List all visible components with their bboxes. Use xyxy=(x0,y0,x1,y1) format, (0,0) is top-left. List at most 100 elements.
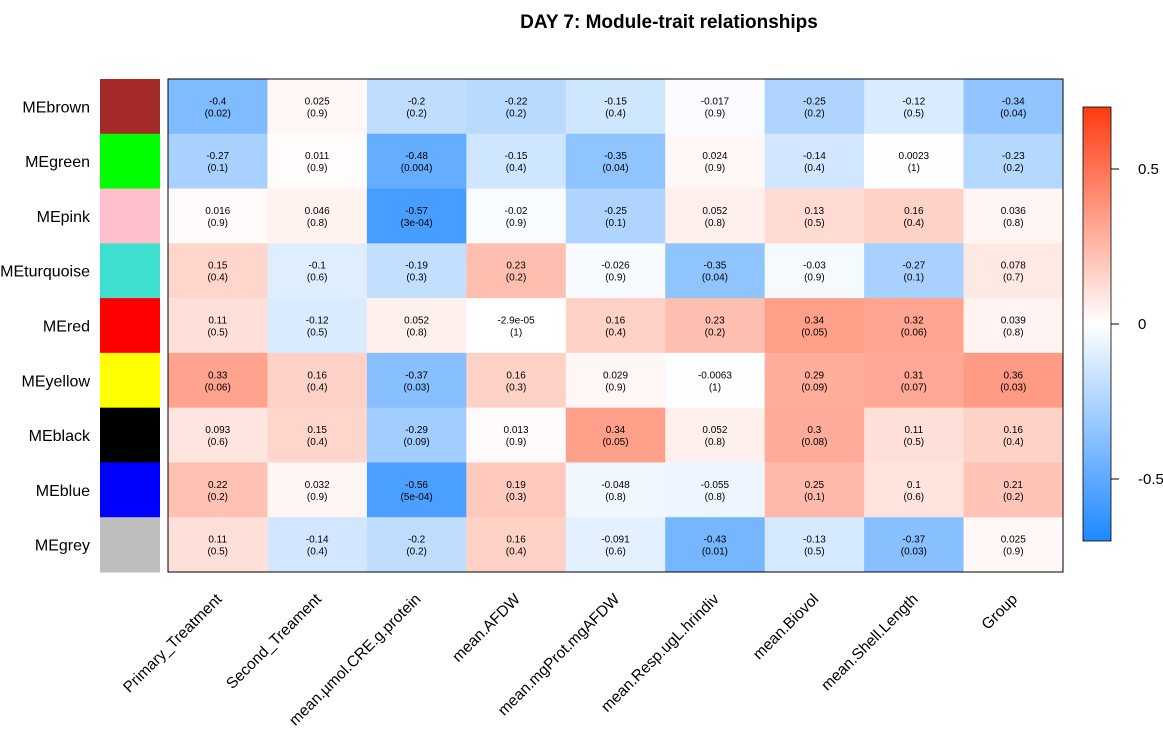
heatmap-cell xyxy=(466,188,567,244)
heatmap-cell xyxy=(466,79,567,135)
heatmap-cell xyxy=(764,188,865,244)
cell-pvalue-label: (0.9) xyxy=(605,382,626,393)
cell-pvalue-label: (0.04) xyxy=(602,163,628,174)
cell-correlation-label: 0.046 xyxy=(305,206,330,217)
cell-correlation-label: 0.34 xyxy=(606,425,626,436)
heatmap-cell xyxy=(366,133,467,190)
cell-correlation-label: -0.34 xyxy=(1002,96,1025,107)
heatmap-cell xyxy=(466,462,567,518)
heatmap-cell xyxy=(963,517,1064,573)
cell-pvalue-label: (0.9) xyxy=(705,163,726,174)
cell-correlation-label: 0.33 xyxy=(208,370,228,381)
heatmap-cell xyxy=(168,298,268,354)
cell-correlation-label: -0.02 xyxy=(505,206,528,217)
cell-pvalue-label: (0.6) xyxy=(207,437,228,448)
cell-pvalue-label: (0.9) xyxy=(307,163,328,174)
cell-pvalue-label: (0.8) xyxy=(1003,328,1024,339)
cell-pvalue-label: (0.5) xyxy=(904,108,925,119)
row-label-MEgreen: MEgreen xyxy=(25,154,90,171)
column-label: mean.AFDW xyxy=(449,591,524,666)
cell-pvalue-label: (0.4) xyxy=(506,163,527,174)
cell-correlation-label: 0.23 xyxy=(705,316,725,327)
cell-pvalue-label: (0.2) xyxy=(1003,492,1024,503)
heatmap-cell xyxy=(764,243,865,299)
cell-pvalue-label: (0.4) xyxy=(506,547,527,558)
heatmap-cell xyxy=(864,352,965,409)
cell-correlation-label: 0.052 xyxy=(702,206,727,217)
cell-correlation-label: 0.011 xyxy=(305,151,330,162)
cell-pvalue-label: (0.6) xyxy=(605,547,626,558)
cell-pvalue-label: (0.9) xyxy=(207,218,228,229)
heatmap-cell xyxy=(764,462,865,518)
cell-correlation-label: 0.23 xyxy=(506,261,526,272)
cell-pvalue-label: (0.02) xyxy=(205,108,231,119)
row-label-MEblack: MEblack xyxy=(29,428,91,445)
cell-correlation-label: -0.2 xyxy=(408,96,426,107)
cell-correlation-label: 0.25 xyxy=(805,480,825,491)
cell-correlation-label: -0.4 xyxy=(209,96,227,107)
module-swatch-MEpink xyxy=(100,188,160,244)
cell-correlation-label: 0.052 xyxy=(404,316,429,327)
cell-correlation-label: -0.35 xyxy=(704,261,727,272)
cell-correlation-label: 0.013 xyxy=(504,425,529,436)
heatmap-cell xyxy=(963,462,1064,518)
cell-pvalue-label: (0.8) xyxy=(705,492,726,503)
cell-correlation-label: 0.029 xyxy=(603,370,628,381)
cell-pvalue-label: (0.3) xyxy=(506,382,527,393)
heatmap-cell xyxy=(864,462,965,518)
heatmap-cell xyxy=(764,517,865,573)
cell-correlation-label: -0.37 xyxy=(902,535,925,546)
cell-pvalue-label: (0.4) xyxy=(307,547,328,558)
heatmap-cell xyxy=(466,517,567,573)
cell-pvalue-label: (0.04) xyxy=(1000,108,1026,119)
cell-correlation-label: 0.024 xyxy=(702,151,727,162)
cell-correlation-label: 0.032 xyxy=(305,480,330,491)
cell-correlation-label: -0.27 xyxy=(902,261,925,272)
row-label-MEpink: MEpink xyxy=(37,209,91,226)
cell-pvalue-label: (0.09) xyxy=(801,382,827,393)
cell-correlation-label: 0.016 xyxy=(205,206,230,217)
heatmap-cell xyxy=(267,517,368,573)
heatmap-cell xyxy=(466,407,567,463)
heatmap-cell xyxy=(366,188,467,244)
heatmap-cell xyxy=(963,407,1064,463)
cell-pvalue-label: (0.1) xyxy=(207,163,228,174)
heatmap-cell xyxy=(864,133,965,190)
legend-tick-label: -0.5 xyxy=(1138,471,1163,488)
cell-correlation-label: 0.36 xyxy=(1004,370,1024,381)
cell-pvalue-label: (0.04) xyxy=(702,273,728,284)
row-label-MEturquoise: MEturquoise xyxy=(0,264,90,281)
module-swatch-MEturquoise xyxy=(100,243,160,299)
heatmap-cell xyxy=(864,188,965,244)
cell-correlation-label: 0.1 xyxy=(907,480,921,491)
column-labels: Primary_TreatmentSecond_Treamentmean.µmo… xyxy=(120,590,1021,729)
cell-correlation-label: 0.21 xyxy=(1004,480,1024,491)
cell-pvalue-label: (0.03) xyxy=(404,382,430,393)
cell-correlation-label: -0.15 xyxy=(505,151,528,162)
cell-correlation-label: 0.16 xyxy=(1004,425,1024,436)
heatmap-cell xyxy=(665,243,766,299)
heatmap-cell xyxy=(466,298,567,354)
cell-correlation-label: -0.14 xyxy=(306,535,329,546)
cell-pvalue-label: (0.01) xyxy=(702,547,728,558)
cell-correlation-label: 0.11 xyxy=(208,316,227,327)
cell-pvalue-label: (0.5) xyxy=(804,547,825,558)
heatmap-cell xyxy=(366,352,467,409)
heatmap-cell xyxy=(665,133,766,190)
cell-correlation-label: 0.13 xyxy=(805,206,825,217)
cell-correlation-label: -0.03 xyxy=(803,261,826,272)
heatmap-cell xyxy=(764,298,865,354)
heatmap-cell xyxy=(565,517,666,573)
cell-pvalue-label: (0.5) xyxy=(207,547,228,558)
cell-correlation-label: 0.16 xyxy=(307,370,327,381)
cell-pvalue-label: (0.6) xyxy=(307,273,328,284)
heatmap-cell xyxy=(665,352,766,409)
cell-correlation-label: -0.35 xyxy=(604,151,627,162)
cell-pvalue-label: (0.9) xyxy=(307,108,328,119)
cell-pvalue-label: (0.9) xyxy=(506,218,527,229)
cell-correlation-label: 0.31 xyxy=(904,370,924,381)
cell-pvalue-label: (0.4) xyxy=(904,218,925,229)
cell-pvalue-label: (0.8) xyxy=(1003,218,1024,229)
heatmap-cell xyxy=(267,188,368,244)
